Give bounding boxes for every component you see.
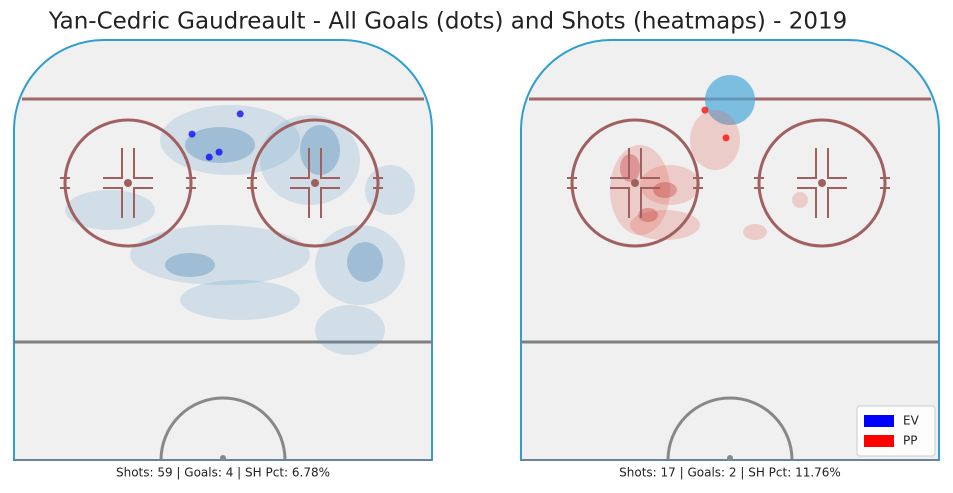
- goal-dot: [722, 134, 730, 142]
- panel-caption: Shots: 17 | Goals: 2 | SH Pct: 11.76%: [619, 466, 841, 480]
- figure-title: Yan-Cedric Gaudreault - All Goals (dots)…: [48, 9, 848, 35]
- faceoff-circle: [63, 118, 193, 248]
- heatmap-decoration: [65, 75, 808, 355]
- faceoff-dot: [124, 179, 132, 187]
- goal-dot: [215, 148, 223, 156]
- faceoff-dot: [818, 179, 826, 187]
- goal-dot: [205, 153, 213, 161]
- faceoff-hash: [247, 148, 383, 218]
- faceoff-hash: [567, 148, 703, 218]
- rink-surface: [13, 39, 433, 461]
- faceoff-circle: [250, 118, 380, 248]
- crease-circle: [666, 396, 794, 461]
- faceoff-hash: [754, 148, 890, 218]
- faceoff-dot: [631, 179, 639, 187]
- legend-label: EV: [903, 414, 920, 428]
- legend-box: [856, 405, 936, 457]
- faceoff-circle: [570, 118, 700, 248]
- rink-surface: [520, 39, 940, 461]
- legend-swatch: [864, 415, 894, 427]
- legend-swatch: [864, 435, 894, 447]
- faceoff-circle: [757, 118, 887, 248]
- net-marker: [727, 455, 733, 461]
- net-marker: [220, 455, 226, 461]
- crease-circle: [159, 396, 287, 461]
- legend-label: PP: [903, 434, 917, 448]
- faceoff-dot: [311, 179, 319, 187]
- goal-dot: [188, 130, 196, 138]
- goal-dot: [236, 110, 244, 118]
- panel-caption: Shots: 59 | Goals: 4 | SH Pct: 6.78%: [116, 466, 330, 480]
- goal-dot: [701, 106, 709, 114]
- faceoff-hash: [60, 148, 196, 218]
